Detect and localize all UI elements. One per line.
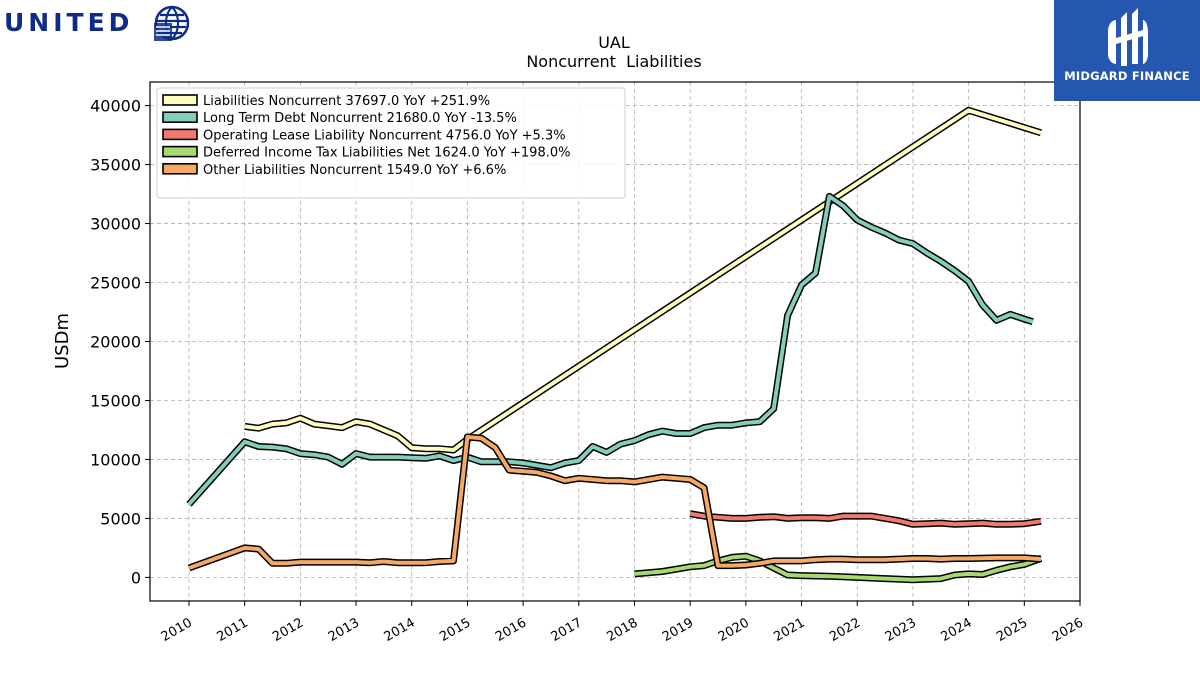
series-line-3 xyxy=(689,510,1042,528)
midgard-finance-logo: MIDGARD FINANCE xyxy=(1054,0,1200,101)
series-stroke xyxy=(244,108,1042,452)
midgard-logo-mark xyxy=(1108,8,1148,66)
series-lines xyxy=(186,106,1043,584)
x-tick-label: 2019 xyxy=(660,615,696,645)
legend-entry: Operating Lease Liability Noncurrent 475… xyxy=(162,128,566,143)
legend-entry: Long Term Debt Noncurrent 21680.0 YoY -1… xyxy=(162,111,517,126)
x-tick-label: 2017 xyxy=(549,615,585,645)
y-tick-label: 25000 xyxy=(90,274,141,293)
x-tick-label: 2014 xyxy=(382,615,418,645)
legend-box xyxy=(156,87,626,199)
legend-swatch xyxy=(162,163,198,175)
series-line-4 xyxy=(634,552,1043,584)
x-tick-label: 2022 xyxy=(827,615,863,645)
x-tick-label: 2013 xyxy=(326,615,362,645)
legend-swatch xyxy=(162,111,198,123)
y-tick-label: 30000 xyxy=(90,215,141,234)
legend: Liabilities Noncurrent 37697.0 YoY +251.… xyxy=(156,87,626,199)
series-line-5 xyxy=(187,433,1042,572)
y-axis-ticks: 0 5000 10000 15000 20000 25000 30000 35000 40000 xyxy=(90,97,150,587)
x-axis-ticks: 2010 2011 2012 2013 2014 2015 2016 2017 2018 2019… xyxy=(159,601,1086,645)
series-stroke xyxy=(188,435,1042,570)
x-tick-label: 2012 xyxy=(270,615,306,645)
legend-entry: Other Liabilities Noncurrent 1549.0 YoY … xyxy=(162,163,506,178)
x-tick-label: 2010 xyxy=(159,615,195,645)
y-tick-label: 5000 xyxy=(100,509,141,528)
chart-title: UAL xyxy=(598,33,630,52)
series-line-1 xyxy=(244,106,1043,454)
x-tick-label: 2024 xyxy=(938,615,974,645)
legend-swatch xyxy=(162,145,198,158)
x-tick-label: 2020 xyxy=(716,615,752,645)
y-axis-label: USDm xyxy=(52,313,73,369)
globe-icon xyxy=(154,5,190,41)
series-stroke xyxy=(689,511,1042,527)
legend-swatch xyxy=(162,128,198,141)
y-tick-label: 0 xyxy=(131,568,141,587)
series-stroke xyxy=(634,554,1042,582)
x-tick-label: 2015 xyxy=(437,615,473,645)
y-tick-label: 10000 xyxy=(90,450,141,469)
legend-label: Other Liabilities Noncurrent 1549.0 YoY … xyxy=(203,163,506,178)
y-tick-label: 40000 xyxy=(90,97,141,116)
legend-entry: Deferred Income Tax Liabilities Net 1624… xyxy=(162,145,571,161)
series-stroke xyxy=(187,194,1034,506)
x-tick-label: 2021 xyxy=(771,615,807,645)
y-tick-label: 20000 xyxy=(90,333,141,352)
chart-subtitle: Noncurrent Liabilities xyxy=(526,52,701,71)
midgard-finance-name: MIDGARD FINANCE xyxy=(1064,69,1190,83)
series-line-2 xyxy=(186,192,1034,507)
x-tick-label: 2011 xyxy=(215,615,251,645)
legend-label: Operating Lease Liability Noncurrent 475… xyxy=(203,128,566,143)
x-tick-label: 2023 xyxy=(883,615,919,645)
legend-label: Liabilities Noncurrent 37697.0 YoY +251.… xyxy=(203,94,490,109)
x-tick-label: 2018 xyxy=(604,615,640,645)
legend-swatch xyxy=(162,94,198,106)
legend-entry: Liabilities Noncurrent 37697.0 YoY +251.… xyxy=(162,94,490,109)
x-tick-label: 2025 xyxy=(994,615,1030,645)
y-tick-label: 35000 xyxy=(90,156,141,175)
y-tick-label: 15000 xyxy=(90,391,141,410)
united-logo-wordmark: UNITED xyxy=(4,8,134,37)
x-tick-label: 2026 xyxy=(1050,615,1086,645)
legend-label: Deferred Income Tax Liabilities Net 1624… xyxy=(203,146,571,161)
x-tick-label: 2016 xyxy=(493,615,529,645)
legend-label: Long Term Debt Noncurrent 21680.0 YoY -1… xyxy=(203,111,517,126)
